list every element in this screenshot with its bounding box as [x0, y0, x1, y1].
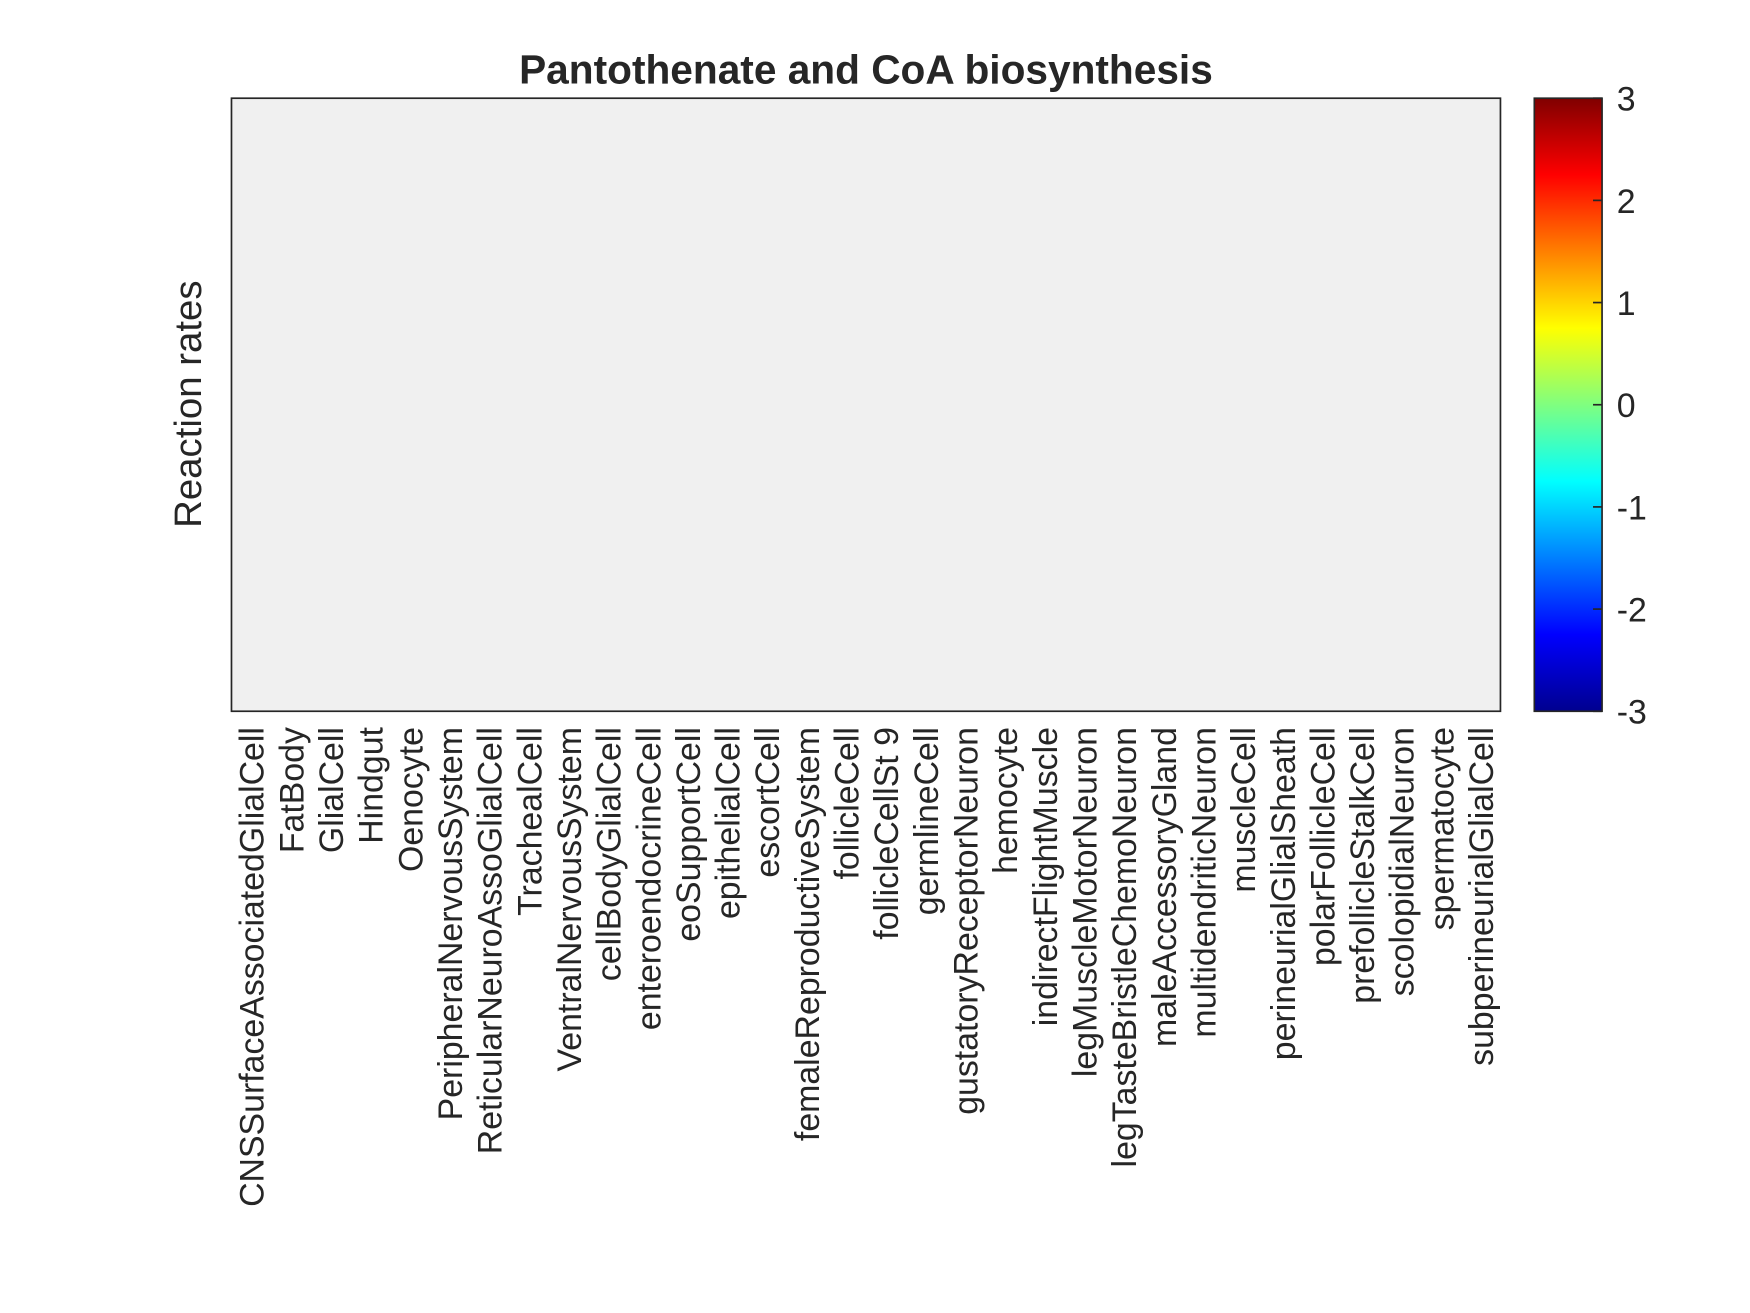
x-tick-label: PeripheralNervousSystem: [432, 727, 470, 1120]
colorbar-tick-label: -1: [1617, 489, 1647, 527]
x-tick-label: ReticularNeuroAssoGlialCell: [472, 727, 510, 1154]
colorbar-tick-label: -2: [1617, 592, 1647, 630]
x-tick-label: eoSupportCell: [670, 727, 708, 942]
x-tick-label: indirectFlightMuscle: [1027, 727, 1065, 1026]
plot-area: [230, 97, 1502, 713]
x-tick-label: subperineurialGlialCell: [1463, 727, 1501, 1066]
colorbar: [1533, 97, 1603, 713]
x-tick-label: perineurialGlialSheath: [1265, 727, 1303, 1060]
x-tick-label: spermatocyte: [1423, 727, 1461, 930]
x-tick-label: germlineCell: [908, 727, 946, 915]
x-tick-label: Hindgut: [353, 726, 391, 843]
x-tick-label: enteroendocrineCell: [630, 727, 668, 1030]
x-tick-label: follicleCellSt 9: [868, 727, 906, 940]
x-tick-label: polarFollicleCell: [1304, 727, 1342, 966]
y-axis-label: Reaction rates: [167, 280, 210, 527]
colorbar-tick-label: 1: [1617, 285, 1636, 323]
x-tick-label: CNSSurfaceAssociatedGlialCell: [234, 727, 272, 1207]
x-tick-label: escortCell: [749, 727, 787, 878]
x-tick-label: FatBody: [273, 727, 311, 853]
x-tick-label: maleAccessoryGland: [1146, 727, 1184, 1047]
x-tick-label: gustatoryReceptorNeuron: [948, 727, 986, 1115]
colorbar-tick-label: 2: [1617, 183, 1636, 221]
colorbar-tick-label: 0: [1617, 387, 1636, 425]
x-tick-label: muscleCell: [1225, 727, 1263, 893]
x-tick-label: legMuscleMotorNeuron: [1066, 727, 1104, 1077]
x-tick-label: GlialCell: [313, 727, 351, 853]
x-tick-label: hemocyte: [987, 727, 1025, 874]
x-tick-label: legTasteBristleChemoNeuron: [1106, 727, 1144, 1167]
x-tick-label: epithelialCell: [710, 727, 748, 919]
x-tick-label: multidendriticNeuron: [1185, 727, 1223, 1038]
colorbar-tick-label: -3: [1617, 694, 1647, 732]
chart-title: Pantothenate and CoA biosynthesis: [519, 47, 1213, 93]
x-tick-label: VentralNervousSystem: [551, 727, 589, 1071]
x-tick-label: TrachealCell: [511, 727, 549, 916]
colorbar-tick-label: 3: [1617, 81, 1636, 119]
x-tick-label: Oenocyte: [392, 727, 430, 872]
x-tick-label: femaleReproductiveSystem: [789, 727, 827, 1141]
x-tick-label: scolopidialNeuron: [1384, 727, 1422, 996]
x-tick-label: follicleCell: [829, 727, 867, 879]
x-tick-label: prefollicleStalkCell: [1344, 727, 1382, 1004]
x-tick-label: cellBodyGlialCell: [591, 727, 629, 981]
